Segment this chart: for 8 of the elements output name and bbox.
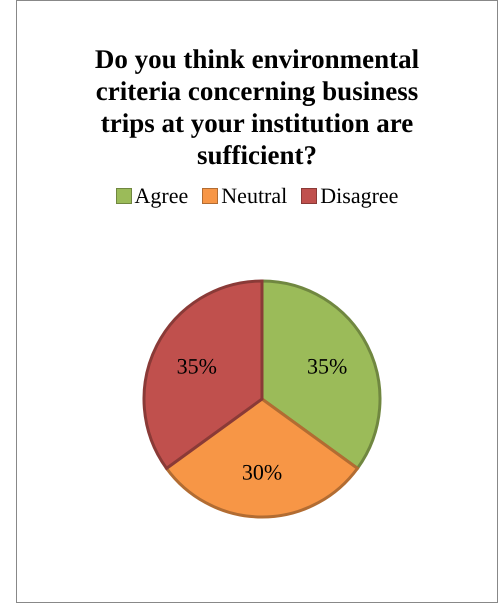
data-label: 35% xyxy=(176,353,217,378)
legend-label: Agree xyxy=(134,183,188,209)
legend-label: Disagree xyxy=(320,183,398,209)
legend-label: Neutral xyxy=(221,183,288,209)
data-label: 30% xyxy=(242,460,282,485)
chart-title: Do you think environmental criteria concerning business trips at your institution are sufficient? xyxy=(94,43,420,171)
data-label: 35% xyxy=(307,353,348,378)
pie-slice xyxy=(165,398,359,518)
